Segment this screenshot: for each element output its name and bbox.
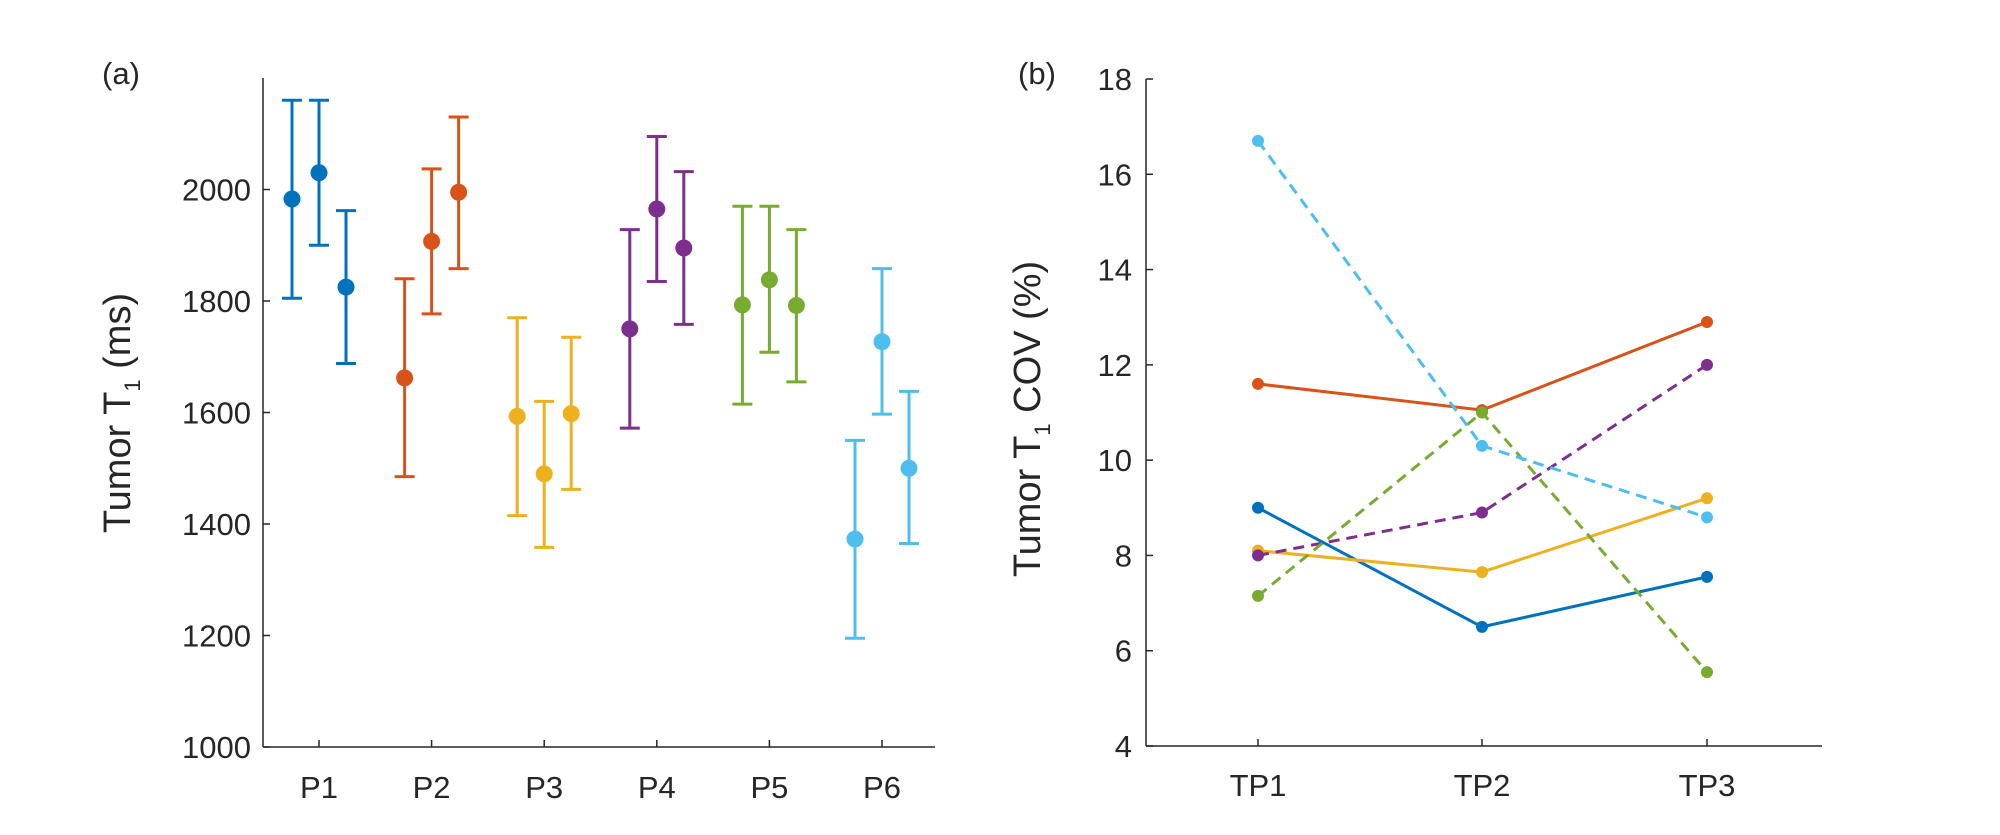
panel-a-mean-point-p5 xyxy=(787,296,805,314)
panel-b-point-p4 xyxy=(1476,506,1488,519)
panel-b-x-tick-label: TP1 xyxy=(1230,768,1287,803)
panel-a-mean-point-p1 xyxy=(310,164,328,182)
panel-b-y-tick-label: 16 xyxy=(1098,157,1132,192)
panel-b-chart: (b) 4 6 8 10 12 14 16 18 TP1 TP2 TP3 Tumor T1 COV … xyxy=(1007,56,1822,803)
panel-b-point-p5 xyxy=(1252,589,1264,602)
panel-a-x-tick-label: P2 xyxy=(413,770,451,805)
panel-b-point-p6 xyxy=(1252,134,1264,147)
panel-a-mean-point-p2 xyxy=(423,232,441,250)
panel-b-ylabel: Tumor T1 COV (%) xyxy=(1007,261,1055,577)
panel-b-series-line-p2 xyxy=(1257,320,1708,412)
panel-a-mean-point-p6 xyxy=(873,333,891,351)
panel-a-label: (a) xyxy=(102,56,140,91)
panel-a-y-tick-label: 1800 xyxy=(182,284,251,319)
panel-b-axes: 4 6 8 10 12 14 16 18 TP1 TP2 TP3 xyxy=(1098,62,1822,803)
panel-b-y-tick-label: 6 xyxy=(1115,634,1132,669)
panel-a-ylabel: Tumor T1 (ms) xyxy=(97,293,145,533)
panel-a-mean-point-p5 xyxy=(760,271,778,289)
panel-b-point-p3 xyxy=(1701,492,1713,505)
panel-b-y-tick-label: 4 xyxy=(1115,729,1132,764)
panel-a-marks xyxy=(282,98,919,640)
panel-b-point-p6 xyxy=(1476,439,1488,452)
panel-a-mean-point-p4 xyxy=(621,320,639,338)
panel-b-y-tick-label: 8 xyxy=(1115,538,1132,573)
panel-a-x-tick-label: P3 xyxy=(525,770,563,805)
panel-b-series-line-p6 xyxy=(1256,140,1708,519)
panel-b-series-line-p4 xyxy=(1257,363,1708,557)
panel-b-point-p1 xyxy=(1476,620,1488,633)
panel-a-y-tick-label: 2000 xyxy=(182,173,251,208)
panel-b-point-p5 xyxy=(1701,666,1713,679)
panel-b-x-tick-label: TP2 xyxy=(1454,768,1511,803)
panel-a-mean-point-p2 xyxy=(396,369,414,387)
panel-b-x-tick-label: TP3 xyxy=(1679,768,1736,803)
panel-b-y-tick-label: 10 xyxy=(1098,443,1132,478)
panel-a-mean-point-p4 xyxy=(675,239,693,257)
panel-a-mean-point-p3 xyxy=(562,405,580,423)
panel-a-mean-point-p6 xyxy=(900,459,918,477)
panel-b-point-p5 xyxy=(1476,406,1488,419)
panel-a-x-tick-label: P6 xyxy=(863,770,901,805)
panel-b-point-p4 xyxy=(1252,549,1264,562)
panel-a-mean-point-p4 xyxy=(648,200,666,218)
panel-a-mean-point-p2 xyxy=(450,183,468,201)
panel-b-point-p3 xyxy=(1476,566,1488,579)
panel-b-y-tick-label: 14 xyxy=(1098,253,1132,288)
panel-a-mean-point-p1 xyxy=(337,278,355,296)
panel-b-point-p2 xyxy=(1252,377,1264,390)
panel-a-x-tick-label: P1 xyxy=(300,770,338,805)
panel-a-y-tick-label: 1000 xyxy=(182,730,251,765)
panel-b-point-p1 xyxy=(1252,501,1264,514)
panel-a-mean-point-p6 xyxy=(846,530,864,548)
panel-b-point-p1 xyxy=(1701,570,1713,583)
panel-b-point-p6 xyxy=(1701,511,1713,524)
panel-b-point-p4 xyxy=(1701,358,1713,371)
panel-b-label: (b) xyxy=(1018,56,1056,91)
panel-a-y-tick-label: 1600 xyxy=(182,396,251,431)
panel-b-y-tick-label: 12 xyxy=(1098,348,1132,383)
panel-a-y-tick-label: 1400 xyxy=(182,507,251,542)
panel-b-point-p2 xyxy=(1701,315,1713,328)
panel-a-mean-point-p3 xyxy=(535,465,553,483)
panel-b-y-tick-label: 18 xyxy=(1098,62,1132,97)
panel-a-axes: 1000 1200 1400 1600 1800 2000 P1 P2 P3 P4 P5 P6 xyxy=(182,78,935,805)
panel-b-marks xyxy=(1252,134,1713,679)
panel-a-y-tick-label: 1200 xyxy=(182,619,251,654)
panel-a-x-tick-label: P5 xyxy=(750,770,788,805)
panel-a-chart: (a) 1000 1200 1400 1600 1800 2000 P1 P2 P3 P4 P5 P6… xyxy=(97,56,935,805)
panel-a-mean-point-p5 xyxy=(733,296,751,314)
panel-a-mean-point-p1 xyxy=(283,190,301,208)
panel-a-mean-point-p3 xyxy=(508,407,526,425)
panel-a-x-tick-label: P4 xyxy=(638,770,676,805)
